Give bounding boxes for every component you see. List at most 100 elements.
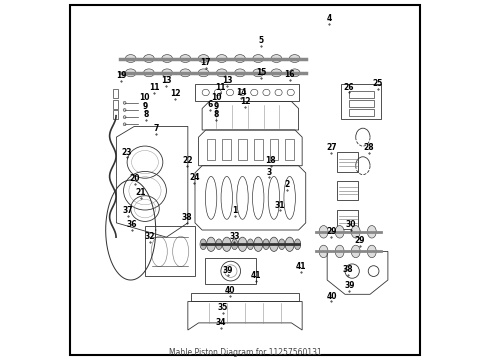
- Ellipse shape: [285, 237, 294, 251]
- Text: 22: 22: [182, 156, 193, 165]
- Text: 24: 24: [189, 173, 199, 182]
- Text: 25: 25: [373, 79, 383, 88]
- Text: 8: 8: [143, 111, 148, 120]
- Bar: [207, 139, 215, 160]
- Ellipse shape: [368, 226, 376, 238]
- Ellipse shape: [253, 55, 264, 63]
- Ellipse shape: [198, 69, 209, 77]
- Text: 1: 1: [232, 206, 238, 215]
- Text: 9: 9: [214, 102, 219, 111]
- Text: 11: 11: [215, 83, 225, 92]
- Text: 32: 32: [145, 232, 155, 241]
- Ellipse shape: [319, 226, 328, 238]
- Text: 3: 3: [266, 168, 271, 177]
- Text: 26: 26: [343, 83, 354, 92]
- Ellipse shape: [180, 69, 191, 77]
- Ellipse shape: [271, 55, 282, 63]
- Text: 19: 19: [116, 71, 126, 80]
- Text: 13: 13: [161, 76, 172, 85]
- Text: Mahle Piston Diagram for 11257560131: Mahle Piston Diagram for 11257560131: [169, 348, 321, 357]
- Text: 37: 37: [122, 206, 133, 215]
- Text: 39: 39: [222, 266, 233, 275]
- Ellipse shape: [123, 109, 126, 111]
- Bar: [285, 139, 294, 160]
- Text: 41: 41: [251, 271, 262, 280]
- Text: 38: 38: [342, 265, 353, 274]
- Bar: [254, 139, 263, 160]
- Bar: [348, 109, 373, 116]
- Bar: [222, 139, 231, 160]
- Bar: [270, 139, 278, 160]
- Ellipse shape: [254, 237, 263, 251]
- Ellipse shape: [222, 237, 231, 251]
- Ellipse shape: [247, 239, 253, 249]
- Text: 2: 2: [285, 180, 290, 189]
- Ellipse shape: [351, 226, 360, 238]
- Text: 12: 12: [170, 89, 181, 98]
- Ellipse shape: [351, 245, 360, 258]
- Text: 18: 18: [266, 156, 276, 165]
- Ellipse shape: [289, 55, 300, 63]
- Text: 29: 29: [355, 236, 365, 245]
- Ellipse shape: [235, 55, 245, 63]
- Text: 35: 35: [218, 303, 228, 312]
- Text: 12: 12: [240, 97, 250, 106]
- Ellipse shape: [198, 55, 209, 63]
- Ellipse shape: [368, 245, 376, 258]
- Ellipse shape: [271, 69, 282, 77]
- Ellipse shape: [270, 237, 278, 251]
- Text: 31: 31: [275, 201, 285, 210]
- Ellipse shape: [125, 69, 136, 77]
- Text: 28: 28: [364, 143, 374, 152]
- Text: 33: 33: [229, 232, 240, 241]
- Ellipse shape: [294, 239, 301, 249]
- Text: 17: 17: [200, 58, 211, 67]
- Text: 34: 34: [216, 318, 226, 327]
- Text: 5: 5: [259, 36, 264, 45]
- Text: 29: 29: [326, 227, 337, 236]
- Text: 7: 7: [154, 124, 159, 133]
- Ellipse shape: [263, 239, 270, 249]
- Bar: [113, 111, 118, 119]
- Ellipse shape: [123, 116, 126, 118]
- Text: 36: 36: [126, 220, 137, 229]
- Ellipse shape: [144, 69, 154, 77]
- Ellipse shape: [180, 55, 191, 63]
- Ellipse shape: [217, 69, 227, 77]
- Text: 41: 41: [296, 262, 306, 271]
- Text: 8: 8: [213, 111, 219, 120]
- Bar: [348, 91, 373, 98]
- Bar: [238, 139, 247, 160]
- Ellipse shape: [200, 239, 206, 249]
- Text: 13: 13: [222, 76, 232, 85]
- Bar: [192, 293, 298, 301]
- Text: 40: 40: [326, 292, 337, 301]
- Bar: [113, 89, 118, 98]
- Ellipse shape: [162, 69, 172, 77]
- Text: 21: 21: [135, 188, 146, 197]
- Text: 20: 20: [130, 174, 140, 183]
- Ellipse shape: [144, 55, 154, 63]
- Text: 40: 40: [225, 286, 235, 295]
- Text: 16: 16: [284, 70, 295, 79]
- Ellipse shape: [253, 69, 264, 77]
- Text: 14: 14: [236, 88, 246, 97]
- Bar: [348, 100, 373, 107]
- Ellipse shape: [123, 102, 126, 104]
- Ellipse shape: [319, 245, 328, 258]
- Text: 9: 9: [143, 102, 147, 111]
- Text: 10: 10: [139, 93, 149, 102]
- Ellipse shape: [231, 239, 238, 249]
- Text: 6: 6: [208, 100, 213, 109]
- Text: 27: 27: [326, 143, 337, 152]
- Text: 10: 10: [211, 93, 221, 102]
- Text: 23: 23: [122, 148, 132, 157]
- Text: 39: 39: [344, 281, 355, 290]
- Bar: [342, 84, 381, 119]
- Text: 15: 15: [256, 68, 266, 77]
- Ellipse shape: [235, 69, 245, 77]
- Text: 4: 4: [326, 14, 332, 23]
- Text: 38: 38: [181, 213, 192, 222]
- Ellipse shape: [335, 226, 344, 238]
- Ellipse shape: [207, 237, 216, 251]
